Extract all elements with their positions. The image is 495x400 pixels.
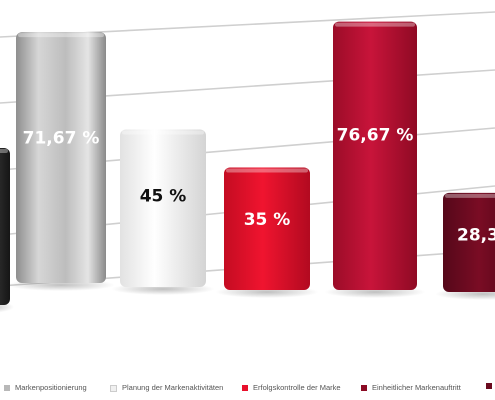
legend-swatch [242, 385, 248, 391]
data-label-2: 71,67 % [23, 129, 100, 149]
legend-label: Einheitlicher Markenauftritt [372, 383, 461, 392]
bar-highlight [445, 193, 495, 198]
bars [0, 21, 495, 305]
legend-swatch [4, 385, 10, 391]
legend-swatch [486, 383, 492, 389]
legend-swatch [361, 385, 367, 391]
legend-item-einheitlicher: Einheitlicher Markenauftritt [361, 383, 461, 393]
data-labels: 71,67 % 45 % 35 % 76,67 % 28,33 % [23, 125, 495, 245]
bar-highlight [226, 168, 308, 173]
bar-highlight [335, 22, 415, 27]
data-label-3: 45 % [140, 187, 187, 207]
bar-6 [443, 192, 495, 292]
legend-swatch [110, 384, 117, 392]
legend-item-extra [486, 383, 495, 389]
data-label-4: 35 % [244, 210, 291, 230]
bar-3 [120, 129, 206, 287]
legend: Markenpositionierung Planung der Markena… [0, 378, 495, 398]
bar-2 [16, 32, 106, 283]
legend-item-markenpositionierung: Markenpositionierung [4, 383, 87, 393]
data-label-5: 76,67 % [337, 125, 414, 145]
legend-item-erfolgskontrolle: Erfolgskontrolle der Marke [242, 383, 341, 393]
legend-label: Markenpositionierung [15, 383, 87, 392]
legend-item-planung: Planung der Markenaktivitäten [110, 383, 223, 393]
bar-5 [333, 21, 417, 291]
data-label-6: 28,33 % [457, 225, 495, 245]
legend-label: Planung der Markenaktivitäten [122, 383, 224, 392]
bar-1 [0, 148, 10, 305]
bar-highlight [0, 149, 8, 153]
bar-highlight [18, 33, 104, 38]
bar-4 [224, 167, 310, 290]
legend-label: Erfolgskontrolle der Marke [253, 383, 341, 392]
bar-highlight [122, 130, 204, 135]
